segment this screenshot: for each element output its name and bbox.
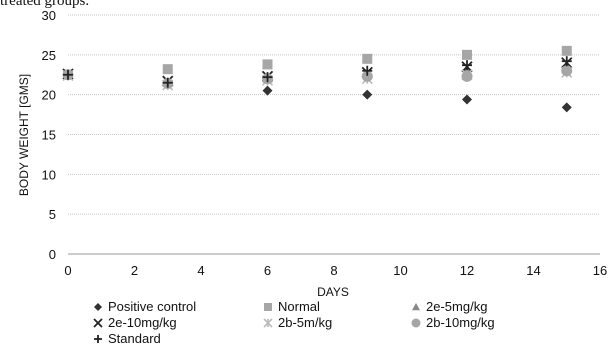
point-normal-5-shape (561, 45, 572, 56)
point-positive-control-3-shape (362, 89, 373, 100)
point-standard-3 (362, 65, 373, 76)
point-positive-control-2 (262, 85, 273, 96)
legend-item-2e-5mg-kg: 2e-5mg/kg (410, 299, 487, 314)
point-normal-2-shape (262, 59, 273, 70)
point-positive-control-5 (561, 102, 572, 113)
y-tick-label-0: 0 (49, 247, 56, 262)
legend-item-2b-5m-kg: 2b-5m/kg (262, 315, 332, 330)
point-2b-10mg-kg-4 (461, 70, 473, 82)
point-standard-5 (561, 56, 572, 67)
y-tick-label-15: 15 (42, 128, 56, 143)
y-tick-label-10: 10 (42, 167, 56, 182)
legend-marker-standard (94, 334, 102, 343)
x-tick-label-8: 8 (330, 263, 337, 278)
legend-item-2e-10mg-kg: 2e-10mg/kg (92, 315, 177, 330)
legend-label-2b-5m-kg: 2b-5m/kg (278, 315, 333, 330)
point-standard-0 (63, 69, 73, 80)
point-positive-control-4-shape (462, 94, 472, 105)
data-points (62, 45, 573, 113)
tick-labels: 0 5 10 15 20 25 30 0 2 4 6 8 10 12 14 16 (42, 8, 608, 278)
x-tick-label-2: 2 (131, 263, 138, 278)
legend-marker-shape-2b-10mg-kg (411, 318, 421, 327)
x-tick-label-12: 12 (460, 263, 474, 278)
y-tick-label-25: 25 (42, 48, 56, 63)
x-tick-label-16: 16 (593, 263, 607, 278)
point-standard-1 (162, 77, 173, 88)
legend-label-positive-control: Positive control (108, 299, 197, 314)
legend-label-2e-5mg-kg: 2e-5mg/kg (426, 299, 488, 314)
point-positive-control-3 (362, 89, 373, 100)
legend-marker-normal (264, 302, 272, 311)
legend-marker-shape-2e-5mg-kg-shape (412, 302, 420, 310)
legend-marker-positive-control (94, 302, 102, 311)
point-2b-10mg-kg-5-shape (561, 65, 573, 77)
y-tick-label-20: 20 (42, 88, 56, 103)
point-standard-2 (262, 72, 273, 83)
point-normal-1 (162, 64, 173, 75)
y-tick-label-5: 5 (49, 207, 56, 222)
point-standard-4 (462, 60, 472, 71)
gridlines (68, 14, 600, 215)
point-2b-10mg-kg-3 (361, 70, 373, 82)
legend-item-positive-control: Positive control (92, 299, 196, 314)
point-normal-5 (561, 45, 572, 56)
point-normal-4-shape (462, 49, 472, 60)
point-positive-control-5-shape (561, 102, 572, 113)
x-tick-label-10: 10 (393, 263, 407, 278)
point-normal-3-shape (362, 53, 373, 64)
legend-marker-shape-normal-shape (264, 302, 272, 311)
x-tick-label-14: 14 (526, 263, 540, 278)
legend-item-normal: Normal (262, 299, 320, 314)
legend-label-normal: Normal (278, 299, 320, 314)
y-tick-label-30: 30 (42, 8, 56, 23)
legend-marker-shape-2e-5mg-kg (412, 302, 420, 310)
y-axis-label: BODY WEIGHT [GMS] (17, 74, 31, 196)
legend-item-standard: Standard (92, 331, 161, 346)
legend-item-2b-10mg-kg: 2b-10mg/kg (410, 315, 495, 330)
legend-marker-2e-10mg-kg (93, 317, 103, 328)
legend-marker-shape-2e-10mg-kg (93, 317, 103, 328)
legend-label-standard: Standard (108, 331, 161, 346)
point-normal-3 (362, 53, 373, 64)
x-axis-label: DAYS (317, 285, 349, 299)
point-normal-2 (262, 59, 273, 70)
x-tick-label-0: 0 (64, 263, 71, 278)
point-2b-10mg-kg-3-shape (361, 70, 373, 82)
point-2b-10mg-kg-4-shape (461, 70, 473, 82)
legend-marker-2b-10mg-kg (411, 318, 421, 327)
legend-label-2b-10mg-kg: 2b-10mg/kg (426, 315, 495, 330)
legend-marker-shape-normal (264, 302, 272, 311)
legend-marker-shape-2e-10mg-kg-stroke-b (93, 317, 103, 328)
legend-marker-shape-positive-control-shape (94, 302, 102, 311)
x-tick-label-6: 6 (264, 263, 271, 278)
x-tick-label-4: 4 (197, 263, 204, 278)
caption-fragment: treated groups. (0, 0, 90, 9)
point-positive-control-4 (462, 94, 472, 105)
point-positive-control-2-shape (262, 85, 273, 96)
legend-marker-2e-5mg-kg (412, 302, 420, 310)
legend-marker-shape-positive-control (94, 302, 102, 311)
point-normal-4 (462, 49, 472, 60)
legend-marker-2b-5m-kg (263, 317, 273, 328)
point-normal-1-shape (162, 64, 173, 75)
point-2b-10mg-kg-5 (561, 65, 573, 77)
legend-marker-shape-2b-5m-kg (263, 317, 273, 328)
legend-label-2e-10mg-kg: 2e-10mg/kg (108, 315, 177, 330)
legend-marker-shape-standard (94, 334, 102, 343)
legend-marker-shape-2b-10mg-kg-shape (411, 318, 421, 327)
